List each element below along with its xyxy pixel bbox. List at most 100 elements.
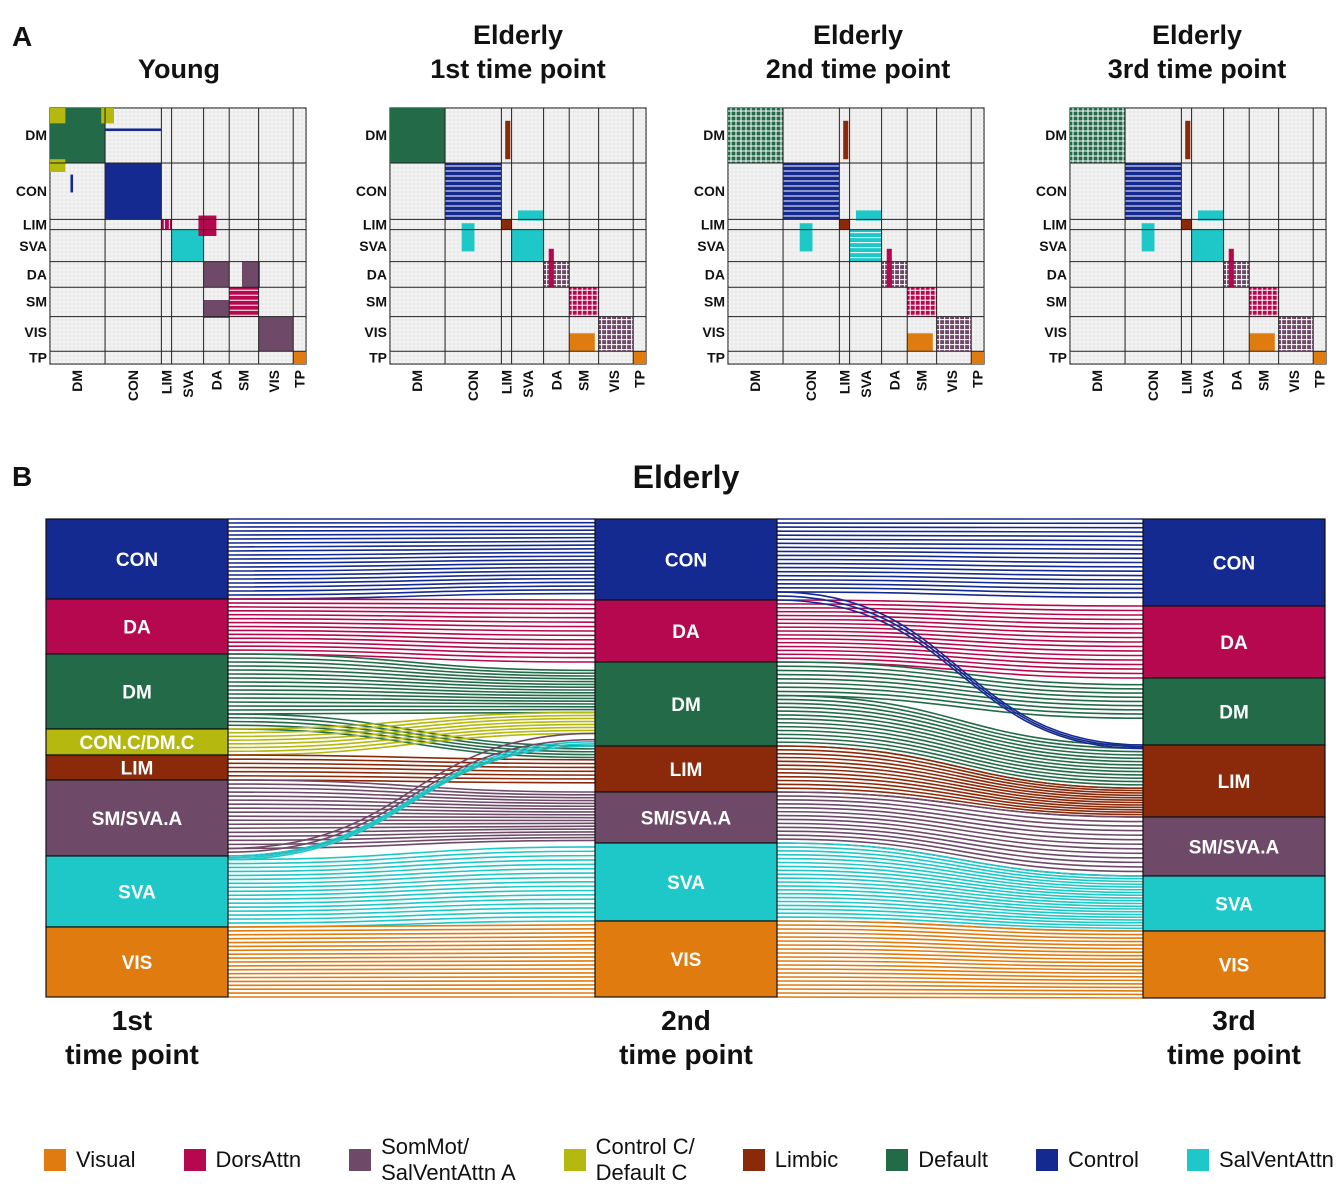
flow-line xyxy=(776,976,1144,982)
flow-line xyxy=(227,529,596,532)
matrix-accent xyxy=(1228,248,1234,288)
flow-line xyxy=(227,732,596,756)
flow-line xyxy=(776,733,1144,780)
node-label: SVA xyxy=(1215,895,1253,916)
flow-line xyxy=(776,956,1144,964)
flow-line xyxy=(776,896,1144,916)
row-label-da: DA xyxy=(705,266,725,282)
flow-line xyxy=(776,574,1144,581)
matrix-block xyxy=(907,287,937,317)
legend-item-visual: Visual xyxy=(44,1147,136,1173)
node-sva xyxy=(45,855,229,928)
flow-line xyxy=(776,749,1144,792)
matrix-block xyxy=(229,287,259,317)
col-label-dm: DM xyxy=(747,370,763,392)
matrix-accent xyxy=(856,210,882,221)
flow-line xyxy=(227,833,596,842)
matrix-accent xyxy=(518,210,544,221)
flow-line xyxy=(776,822,1144,855)
flow-line xyxy=(227,825,596,830)
flow-line xyxy=(776,729,1144,776)
flow-line xyxy=(776,799,1144,827)
col-label-con: CON xyxy=(803,370,819,401)
flow-line xyxy=(227,617,596,623)
flow-line xyxy=(776,996,1144,999)
col-label-da: DA xyxy=(548,370,564,390)
flow-line xyxy=(776,591,1144,599)
flow-line xyxy=(227,551,596,556)
col-label-lim: LIM xyxy=(498,370,514,394)
flow-line xyxy=(776,694,1144,719)
flow-line xyxy=(776,814,1144,846)
row-label-lim: LIM xyxy=(1043,216,1067,232)
legend-item-default: Default xyxy=(886,1147,988,1173)
matrix-block xyxy=(203,261,230,288)
col-label-vis: VIS xyxy=(944,370,960,393)
node-label: CON xyxy=(116,550,158,571)
matrix-block xyxy=(569,287,599,317)
flow-line xyxy=(776,558,1144,564)
legend-item-control: Control xyxy=(1036,1147,1139,1173)
node-label: DA xyxy=(1220,633,1248,654)
node-vis xyxy=(1142,930,1326,999)
row-label-tp: TP xyxy=(707,350,725,366)
matrix-block xyxy=(390,108,446,164)
legend-item-controlc: Control C/ Default C xyxy=(563,1134,695,1186)
legend-item-sommot: SomMot/ SalVentAttn A xyxy=(349,1134,516,1186)
flow-line xyxy=(776,583,1144,590)
flow-line xyxy=(227,606,596,610)
flow-line xyxy=(227,657,596,674)
col-label-lim: LIM xyxy=(1178,370,1194,394)
flow-line xyxy=(776,992,1144,996)
row-label-lim: LIM xyxy=(363,216,387,232)
flow-line xyxy=(776,834,1144,868)
matrix-accent xyxy=(505,120,511,160)
flow-line xyxy=(776,775,1144,809)
flow-line xyxy=(776,960,1144,968)
flow-line xyxy=(227,822,596,826)
matrix-accent xyxy=(70,174,74,193)
matrix-block xyxy=(1191,229,1224,262)
flow-line xyxy=(776,936,1144,946)
legend-label-controlc: Control C/ Default C xyxy=(595,1134,695,1185)
matrix-block xyxy=(1278,316,1314,352)
legend-item-limbic: Limbic xyxy=(742,1147,838,1173)
row-label-sva: SVA xyxy=(359,238,387,254)
legend-label-sommot: SomMot/ SalVentAttn A xyxy=(381,1134,516,1185)
col-label-da: DA xyxy=(886,370,902,390)
node-label: VIS xyxy=(671,950,702,971)
flow-line xyxy=(227,770,596,776)
flow-line xyxy=(776,721,1144,770)
flow-line xyxy=(776,772,1144,806)
node-vis xyxy=(45,926,229,998)
legend-label-default: Default xyxy=(918,1147,989,1172)
flow-line xyxy=(776,599,1144,607)
node-da xyxy=(45,598,229,655)
row-label-tp: TP xyxy=(369,350,387,366)
col-label-tp: TP xyxy=(970,370,986,388)
flow-line xyxy=(227,720,596,741)
flow-line xyxy=(227,661,596,677)
flow-line xyxy=(776,554,1144,559)
flow-line xyxy=(227,653,596,672)
flow-line xyxy=(227,783,596,796)
flow-line xyxy=(227,846,596,861)
flow-line xyxy=(776,964,1144,971)
flow-line xyxy=(776,916,1144,930)
node-label: DA xyxy=(123,618,151,639)
flow-line xyxy=(227,711,596,730)
col-label-vis: VIS xyxy=(266,370,282,393)
flow-line xyxy=(227,863,596,877)
legend-item-salventattn: SalVentAttn xyxy=(1186,1147,1334,1173)
flow-line xyxy=(776,842,1144,877)
matrix-title-elderly-2: Elderly xyxy=(813,20,903,50)
flow-line xyxy=(776,546,1144,551)
flow-line xyxy=(776,630,1144,643)
flow-line xyxy=(227,577,596,584)
matrix-accent xyxy=(242,261,260,288)
legend: Visual DorsAttn SomMot/ SalVentAttn A Co… xyxy=(44,1134,1334,1186)
flow-line xyxy=(227,766,596,773)
flow-line xyxy=(776,686,1144,711)
row-label-vis: VIS xyxy=(702,324,725,340)
